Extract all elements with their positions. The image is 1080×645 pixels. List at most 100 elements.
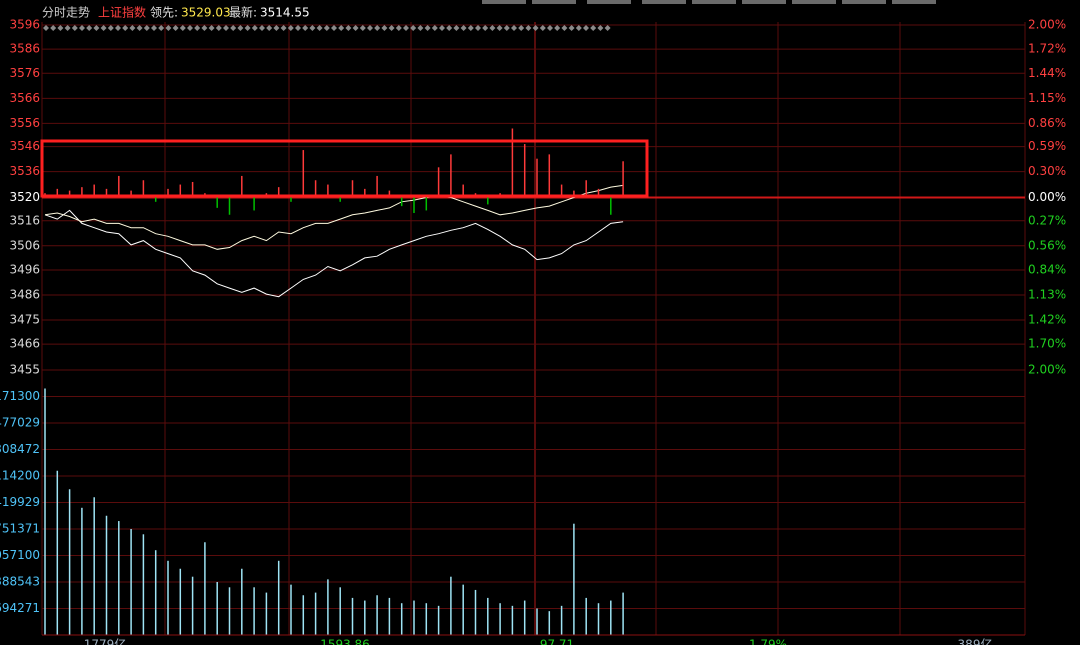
marker-diamond [295, 25, 301, 31]
marker-diamond [439, 25, 445, 31]
latest-value: 3514.55 [260, 6, 310, 20]
marker-diamond [597, 25, 604, 31]
marker-diamond [172, 25, 179, 31]
marker-diamond [93, 25, 100, 31]
marker-diamond [446, 25, 453, 31]
marker-diamond [237, 25, 244, 31]
marker-diamond [352, 25, 359, 31]
marker-diamond [381, 25, 388, 31]
marker-diamond [86, 25, 93, 31]
y2-tick-label: 1.72% [1028, 42, 1066, 56]
footer-stat: 1.79% [749, 638, 787, 645]
marker-diamond [215, 25, 222, 31]
marker-diamond [251, 25, 258, 31]
marker-diamond [511, 25, 517, 31]
price-line [44, 209, 624, 298]
marker-diamond [280, 25, 287, 31]
marker-diamond [532, 25, 539, 31]
marker-diamond [266, 25, 273, 31]
marker-diamond [388, 25, 395, 31]
marker-diamond [57, 25, 64, 31]
tab-label: 分时走势 [42, 6, 90, 20]
marker-diamond [316, 25, 323, 31]
y-tick-label: 3536 [9, 164, 40, 178]
y2-tick-label: 1.44% [1028, 66, 1066, 80]
footer-stat: 389亿 [958, 637, 993, 645]
marker-diamond [395, 25, 402, 31]
marker-diamond [151, 25, 157, 31]
marker-diamond [367, 25, 373, 31]
y-tick-label: 3466 [9, 337, 40, 351]
marker-diamond [568, 25, 575, 31]
y-tick-label: 3486 [9, 287, 40, 301]
y-tick-label: 477029 [0, 416, 40, 430]
toolbar-button [482, 0, 526, 4]
marker-diamond [323, 25, 330, 31]
marker-diamond [129, 25, 136, 31]
y-tick-label: 3475 [9, 312, 40, 326]
y2-tick-label: 0.86% [1028, 116, 1066, 130]
marker-diamond [259, 25, 265, 31]
marker-diamond [194, 25, 201, 31]
marker-diamond [561, 25, 568, 31]
marker-diamond [244, 25, 251, 31]
marker-diamond [287, 25, 294, 31]
y2-tick-label: 2.00% [1028, 363, 1066, 377]
y2-tick-label: 1.70% [1028, 337, 1066, 351]
y2-tick-label: 0.00% [1028, 190, 1066, 204]
y-tick-label: 3556 [9, 116, 40, 130]
marker-diamond [158, 25, 165, 31]
y-tick-label: 114200 [0, 469, 40, 483]
toolbar-button [792, 0, 836, 4]
marker-diamond [143, 25, 150, 31]
y-tick-label: 3516 [9, 213, 40, 227]
marker-diamond [64, 25, 71, 31]
y2-tick-label: 2.00% [1028, 18, 1066, 32]
marker-diamond [50, 25, 57, 31]
index-name: 上证指数 [98, 5, 146, 20]
marker-diamond [79, 25, 85, 31]
marker-diamond [482, 25, 489, 31]
marker-diamond [525, 25, 532, 31]
marker-diamond [590, 25, 597, 31]
marker-diamond [302, 25, 309, 31]
y-tick-label: 3506 [9, 238, 40, 252]
y-tick-label: 057100 [0, 548, 40, 562]
marker-diamond [403, 25, 409, 31]
marker-diamond [460, 25, 467, 31]
y2-tick-label: 0.27% [1028, 213, 1066, 227]
marker-diamond [417, 25, 424, 31]
latest-label: 最新: [229, 5, 257, 20]
marker-diamond [410, 25, 417, 31]
y2-tick-label: 0.56% [1028, 238, 1066, 252]
y-tick-label: 3586 [9, 42, 40, 56]
marker-diamond [187, 25, 193, 31]
y2-tick-label: 0.84% [1028, 262, 1066, 276]
marker-diamond [431, 25, 438, 31]
marker-diamond [539, 25, 546, 31]
footer-stat: 97.71 [540, 638, 574, 645]
marker-diamond [453, 25, 460, 31]
y-tick-label: 419929 [0, 495, 40, 509]
toolbar-button [742, 0, 786, 4]
marker-diamond [223, 25, 229, 31]
toolbar-button [692, 0, 736, 4]
marker-diamond [115, 25, 121, 31]
y-tick-label: 751371 [0, 522, 40, 536]
marker-diamond [475, 25, 481, 31]
y2-tick-label: 0.30% [1028, 164, 1066, 178]
marker-diamond [518, 25, 525, 31]
marker-diamond [230, 25, 237, 31]
marker-diamond [359, 25, 366, 31]
y-tick-label: 171300 [0, 389, 40, 403]
marker-diamond [338, 25, 345, 31]
marker-diamond [309, 25, 316, 31]
marker-diamond [424, 25, 431, 31]
marker-diamond [547, 25, 553, 31]
marker-diamond [374, 25, 381, 31]
marker-diamond [43, 25, 49, 31]
y-tick-label: 3520 [9, 190, 40, 204]
lead-value: 3529.03 [181, 6, 231, 20]
marker-diamond [179, 25, 186, 31]
